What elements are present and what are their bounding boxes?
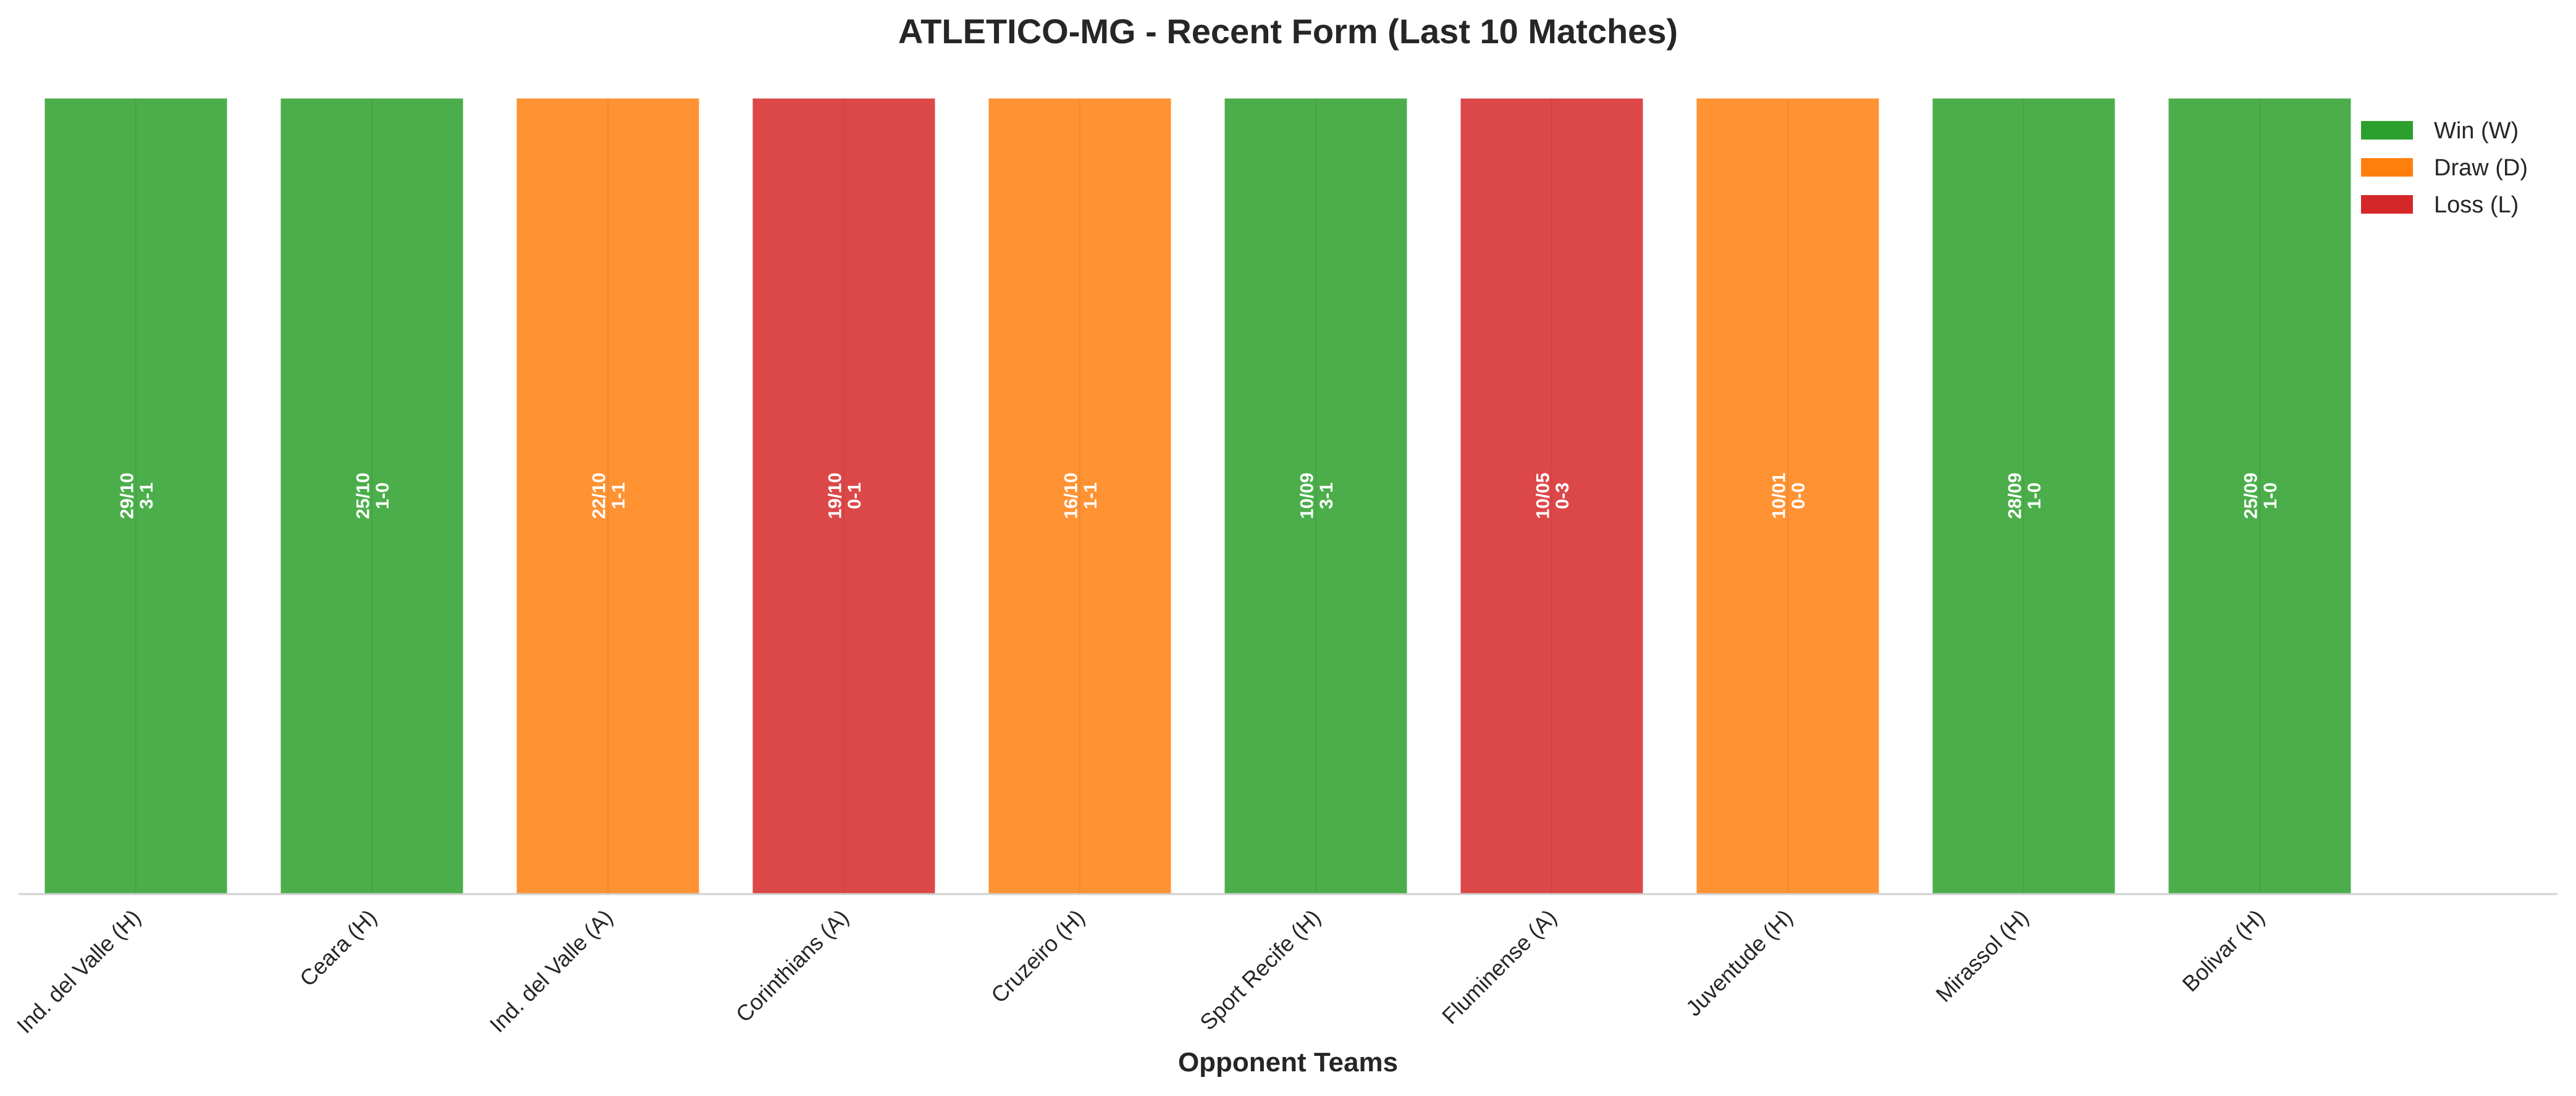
x-tick-label: Bolivar (H) bbox=[2177, 905, 2269, 997]
chart-title: ATLETICO-MG - Recent Form (Last 10 Match… bbox=[898, 12, 1678, 51]
legend: Win (W) Draw (D) Loss (L) bbox=[2361, 118, 2528, 218]
bar-label-date: 10/01 bbox=[1769, 472, 1790, 519]
bar-label-date: 28/09 bbox=[2005, 472, 2026, 519]
bar-d bbox=[987, 96, 1173, 895]
x-tick-label: Ceara (H) bbox=[295, 905, 382, 992]
legend-label-d: Draw (D) bbox=[2434, 155, 2528, 181]
bar-label-score: 0-3 bbox=[1552, 482, 1573, 509]
legend-swatch-d bbox=[2361, 158, 2413, 177]
legend-label-w: Win (W) bbox=[2434, 118, 2519, 144]
bar-l bbox=[751, 96, 937, 895]
bar-label-date: 16/10 bbox=[1061, 472, 1082, 519]
bar-label-score: 1-0 bbox=[2260, 482, 2281, 509]
bar-data-label: 25/091-0 bbox=[2241, 472, 2281, 519]
bar-label-score: 1-1 bbox=[1080, 482, 1101, 509]
bar-label-score: 3-1 bbox=[1316, 482, 1337, 509]
bar-data-label: 16/101-1 bbox=[1061, 472, 1101, 519]
x-tick-label: Ind. del Valle (A) bbox=[484, 905, 617, 1037]
bar-label-date: 25/10 bbox=[353, 472, 374, 519]
bar-data-label: 10/093-1 bbox=[1297, 472, 1337, 519]
bar-l bbox=[1458, 96, 1645, 895]
bar-label-date: 10/09 bbox=[1297, 472, 1318, 519]
x-tick-label: Juventude (H) bbox=[1681, 905, 1798, 1021]
bar-data-label: 10/010-0 bbox=[1769, 472, 1809, 519]
x-axis-label: Opponent Teams bbox=[1178, 1047, 1398, 1077]
bar-w bbox=[43, 96, 229, 895]
bar-label-score: 1-0 bbox=[373, 482, 393, 509]
bar-label-date: 25/09 bbox=[2241, 472, 2262, 519]
bar-d bbox=[515, 96, 701, 895]
bar-label-score: 1-1 bbox=[608, 482, 629, 509]
bars-group: 29/103-1 25/101-0 22/101-1 19/100-1 16/101-1… bbox=[43, 96, 2353, 895]
bar-data-label: 25/101-0 bbox=[353, 472, 394, 519]
x-tick-label: Ind. del Valle (H) bbox=[12, 905, 146, 1039]
bar-label-score: 0-0 bbox=[1788, 482, 1809, 509]
bar-label-date: 10/05 bbox=[1533, 472, 1554, 519]
bar-data-label: 19/100-1 bbox=[825, 472, 865, 519]
legend-label-l: Loss (L) bbox=[2434, 192, 2519, 218]
bar-label-date: 22/10 bbox=[589, 472, 610, 519]
legend-swatch-w bbox=[2361, 121, 2413, 140]
bar-label-date: 19/10 bbox=[825, 472, 846, 519]
x-tick-label: Mirassol (H) bbox=[1930, 905, 2033, 1007]
x-tick-label: Sport Recife (H) bbox=[1195, 905, 1325, 1035]
bar-label-score: 0-1 bbox=[844, 482, 865, 509]
bar-label-date: 29/10 bbox=[117, 472, 138, 519]
x-tick-label: Fluminense (A) bbox=[1437, 905, 1562, 1029]
bar-w bbox=[279, 96, 465, 895]
bar-data-label: 29/103-1 bbox=[117, 472, 158, 519]
bar-data-label: 28/091-0 bbox=[2005, 472, 2045, 519]
x-tick-label: Cruzeiro (H) bbox=[986, 905, 1090, 1008]
x-tick-label: Corinthians (A) bbox=[731, 905, 854, 1027]
bar-label-score: 3-1 bbox=[137, 482, 157, 509]
bar-data-label: 22/101-1 bbox=[589, 472, 629, 519]
legend-swatch-l bbox=[2361, 195, 2413, 214]
bar-data-label: 10/050-3 bbox=[1533, 472, 1573, 519]
bar-w bbox=[1223, 96, 1409, 895]
x-tick-labels: Ind. del Valle (H) Ceara (H) Ind. del Vall… bbox=[12, 905, 2270, 1039]
bar-label-score: 1-0 bbox=[2024, 482, 2045, 509]
bar-w bbox=[2166, 96, 2353, 895]
